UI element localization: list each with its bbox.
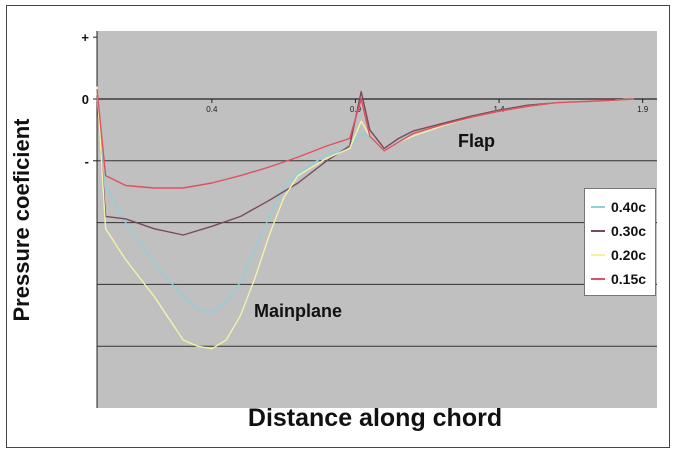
series-line-0.15c <box>96 89 635 189</box>
chart-frame: +0-0.4 0.9 1.4 1.9 <box>6 5 670 448</box>
legend-item: 0.15c <box>585 267 655 291</box>
pressure-chart: +0-0.4 0.9 1.4 1.9 <box>81 30 657 408</box>
mainplane-annotation: Mainplane <box>254 301 343 321</box>
series-line-0.30c <box>96 90 635 236</box>
legend-item: 0.40c <box>585 195 655 219</box>
legend-swatch <box>591 278 605 280</box>
legend-swatch <box>591 254 605 256</box>
y-tick-label: - <box>85 154 89 169</box>
x-tick-label: 0.9 <box>350 105 362 114</box>
y-tick-label: + <box>81 30 89 45</box>
x-axis-label: Distance along chord <box>247 404 503 432</box>
x-tick-label: 0.4 <box>206 105 218 114</box>
legend-label: 0.15c <box>611 271 647 287</box>
y-axis-label: Pressure coeficient <box>9 118 34 322</box>
legend-label: 0.30c <box>611 223 647 239</box>
legend-swatch <box>591 206 605 208</box>
flap-annotation: Flap <box>458 131 496 151</box>
legend-label: 0.20c <box>611 247 647 263</box>
y-tick-label: 0 <box>82 92 89 107</box>
legend-label: 0.40c <box>611 199 647 215</box>
legend-swatch <box>591 230 605 232</box>
legend-item: 0.20c <box>585 243 655 267</box>
x-tick-label: 1.9 <box>637 105 649 114</box>
legend-item: 0.30c <box>585 219 655 243</box>
plot-area <box>97 31 657 408</box>
legend: 0.40c 0.30c 0.20c 0.15c <box>584 188 656 296</box>
